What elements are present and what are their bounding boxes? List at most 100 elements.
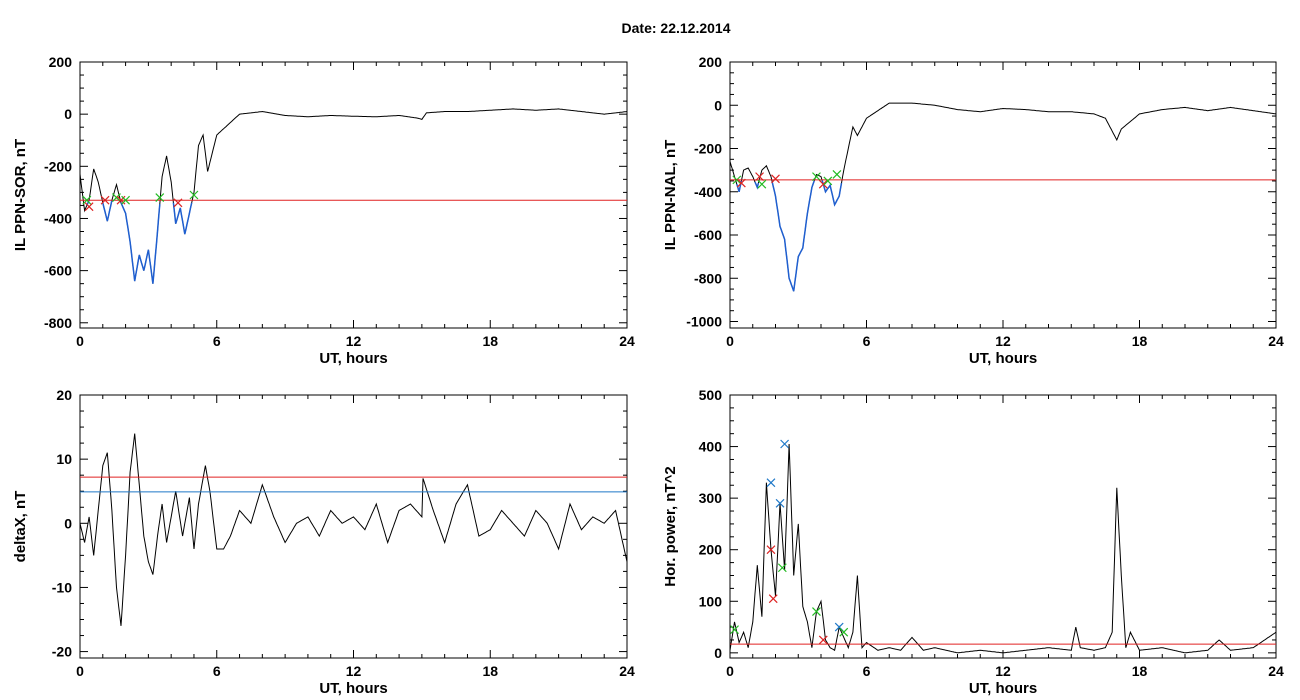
x-tick-label: 12	[346, 333, 362, 349]
x-tick-label: 0	[76, 663, 84, 679]
x-axis-label: UT, hours	[319, 350, 387, 367]
data-marker	[812, 607, 821, 617]
marker-stroke	[189, 190, 199, 200]
y-tick-label: 200	[699, 54, 723, 70]
marker-stroke	[812, 172, 821, 182]
x-tick-label: 12	[995, 333, 1011, 349]
x-tick-label: 24	[619, 333, 635, 349]
x-tick-label: 0	[726, 663, 734, 679]
y-tick-label: -1000	[686, 314, 722, 330]
y-tick-label: 0	[714, 645, 722, 661]
marker-stroke	[100, 195, 110, 205]
x-tick-label: 24	[1268, 333, 1284, 349]
x-tick-label: 24	[619, 663, 635, 679]
marker-stroke	[755, 172, 764, 182]
data-marker	[757, 179, 767, 189]
highlighted-segment	[771, 180, 815, 292]
plot-area	[730, 439, 1276, 654]
data-marker	[736, 178, 746, 188]
marker-stroke	[812, 607, 821, 617]
x-tick-label: 18	[482, 333, 498, 349]
marker-stroke	[121, 195, 131, 205]
data-marker	[112, 193, 121, 203]
marker-stroke	[777, 563, 787, 573]
y-tick-label: -400	[44, 210, 72, 226]
data-marker	[766, 545, 776, 555]
data-marker	[766, 478, 776, 488]
y-tick-label: 400	[699, 439, 723, 455]
x-axis-label: UT, hours	[969, 680, 1037, 697]
y-axis-label: Hor. power, nT^2	[662, 466, 679, 586]
marker-stroke	[780, 439, 790, 449]
x-tick-label: 24	[1268, 663, 1284, 679]
marker-stroke	[757, 179, 767, 189]
data-marker	[818, 635, 828, 645]
x-axis-label: UT, hours	[319, 680, 387, 697]
y-tick-label: 0	[64, 106, 72, 122]
data-marker	[823, 176, 833, 186]
highlighted-segment	[102, 200, 113, 222]
y-tick-label: -800	[44, 315, 72, 331]
plot-area	[730, 102, 1276, 292]
marker-stroke	[766, 545, 776, 555]
y-tick-label: -400	[694, 184, 722, 200]
marker-stroke	[775, 498, 785, 508]
highlighted-segment	[754, 181, 760, 190]
marker-stroke	[730, 625, 739, 635]
data-marker	[121, 195, 131, 205]
marker-stroke	[82, 195, 92, 205]
marker-stroke	[84, 202, 94, 212]
y-tick-label: 100	[699, 593, 723, 609]
data-marker	[775, 498, 785, 508]
marker-stroke	[832, 170, 842, 179]
highlighted-segment	[120, 202, 161, 284]
marker-stroke	[766, 478, 776, 488]
data-marker	[100, 195, 110, 205]
data-marker	[839, 627, 849, 637]
marker-stroke	[112, 193, 121, 203]
y-tick-label: 10	[56, 451, 72, 467]
y-tick-label: -200	[694, 141, 722, 157]
data-marker	[755, 172, 764, 182]
series-line	[80, 433, 627, 626]
x-tick-label: 6	[213, 333, 221, 349]
series-line	[730, 443, 1276, 654]
marker-stroke	[768, 594, 778, 604]
x-tick-label: 0	[76, 333, 84, 349]
marker-stroke	[732, 175, 742, 185]
y-axis-label: deltaX, nT	[12, 491, 29, 563]
plot-frame	[79, 394, 628, 659]
x-tick-label: 6	[213, 663, 221, 679]
data-marker	[189, 190, 199, 200]
y-tick-label: 500	[699, 387, 723, 403]
data-marker	[732, 175, 742, 185]
x-tick-label: 12	[995, 663, 1011, 679]
x-tick-label: 0	[726, 333, 734, 349]
chart-panel-3: 0 6 12 18 24 20 10 0 -10 -20 UT, hours deltaX, nT	[12, 387, 635, 697]
marker-stroke	[834, 622, 844, 632]
y-tick-label: -20	[52, 644, 72, 660]
data-marker	[818, 179, 828, 189]
y-tick-label: 20	[56, 387, 72, 403]
data-marker	[173, 198, 183, 208]
y-tick-label: -800	[694, 270, 722, 286]
data-marker	[768, 594, 778, 604]
y-axis-label: IL PPN-SOR, nT	[12, 139, 29, 251]
data-marker	[771, 174, 780, 184]
y-axis-label: IL PPN-NAL, nT	[662, 140, 679, 251]
data-marker	[155, 193, 165, 203]
plot-frame	[729, 61, 1277, 329]
marker-stroke	[771, 174, 780, 184]
y-tick-label: 0	[64, 515, 72, 531]
y-tick-label: 300	[699, 490, 723, 506]
highlighted-segment	[821, 180, 843, 207]
chart-panel-2: 0 6 12 18 24 200 0 -200 -400 -600 -800 -1000 UT, hou…	[662, 54, 1284, 367]
x-axis-label: UT, hours	[969, 350, 1037, 367]
marker-stroke	[155, 193, 165, 203]
y-tick-label: 0	[714, 97, 722, 113]
x-tick-label: 6	[863, 663, 871, 679]
x-tick-label: 18	[482, 663, 498, 679]
x-tick-label: 18	[1132, 663, 1148, 679]
highlighted-segment	[172, 202, 193, 235]
